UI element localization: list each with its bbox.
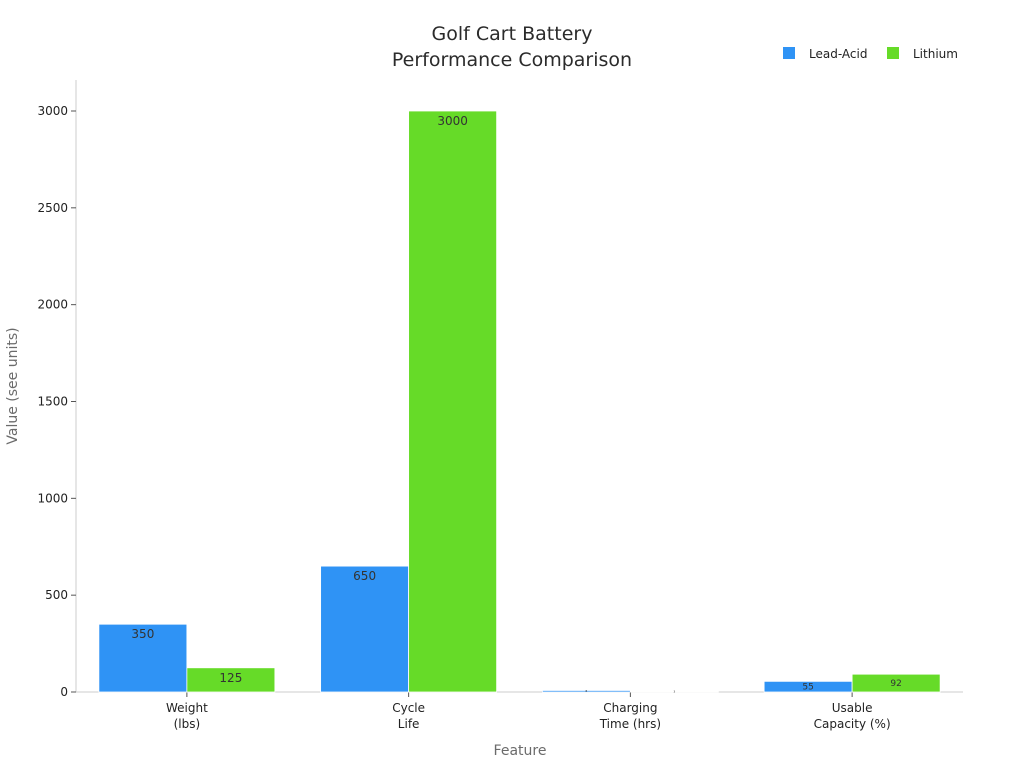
bar-lithium[interactable] (851, 673, 941, 693)
x-tick-label: Cycle (392, 701, 425, 715)
y-axis-label: Value (see units) (5, 327, 21, 444)
bar-value-label: 8 (585, 689, 587, 693)
bar-value-label: 650 (353, 569, 376, 583)
x-tick-label: Charging (603, 701, 657, 715)
bar-lithium[interactable] (186, 667, 276, 693)
chart-title-line-1: Golf Cart Battery (432, 23, 593, 45)
bar-value-label: 350 (131, 627, 154, 641)
bar-lithium[interactable] (408, 110, 498, 693)
legend-label: Lithium (913, 47, 958, 61)
y-tick-label: 3000 (37, 104, 68, 118)
bar-value-label: 3000 (437, 114, 468, 128)
y-tick-label: 1000 (37, 491, 68, 505)
chart-title-line-2: Performance Comparison (392, 49, 632, 71)
y-tick-label: 2000 (37, 298, 68, 312)
x-tick-label: Life (398, 717, 420, 731)
bar-value-label: 3 (673, 690, 675, 694)
x-tick-label: Time (hrs) (599, 717, 661, 731)
legend-swatch-lithium (887, 47, 899, 59)
bar-value-label: 125 (219, 671, 242, 685)
y-tick-label: 0 (60, 685, 68, 699)
bar-lithium[interactable] (629, 691, 719, 693)
bar-value-label: 55 (802, 683, 813, 693)
x-tick-label: Capacity (%) (814, 717, 891, 731)
y-tick-label: 1500 (37, 394, 68, 408)
x-axis-label: Feature (494, 743, 547, 759)
bar-lead-acid[interactable] (98, 623, 188, 693)
legend-label: Lead-Acid (809, 47, 867, 61)
y-tick-label: 500 (45, 588, 68, 602)
x-tick-label: Usable (832, 701, 873, 715)
y-tick-label: 2500 (37, 201, 68, 215)
x-tick-label: (lbs) (174, 717, 201, 731)
bar-value-label: 92 (890, 679, 901, 689)
bar-lead-acid[interactable] (320, 565, 410, 693)
x-tick-label: Weight (166, 701, 208, 715)
legend-swatch-lead-acid (783, 47, 795, 59)
